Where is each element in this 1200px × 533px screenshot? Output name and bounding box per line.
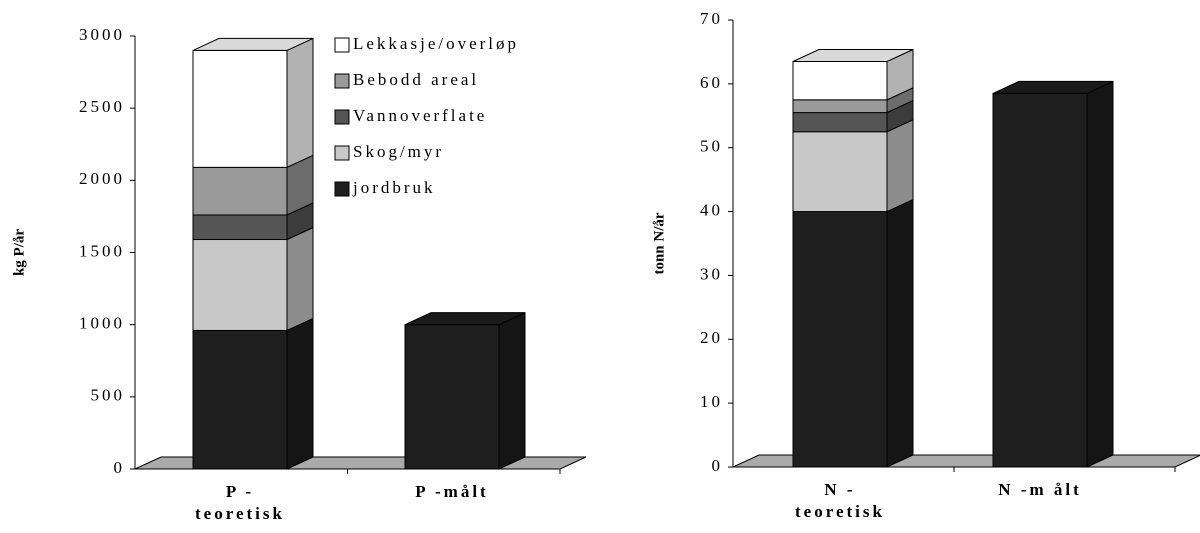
y-tick-label: 50 [700, 137, 723, 156]
bar-segment [192, 166, 288, 216]
y-tick-label: 40 [700, 200, 723, 219]
y-tick-label: 20 [700, 328, 723, 347]
y-tick-label: 70 [700, 9, 723, 28]
legend-swatch [334, 73, 350, 89]
bar-side [1086, 80, 1114, 468]
y-tick-label: 1500 [79, 241, 125, 260]
bar-segment [792, 131, 888, 213]
bar-segment [792, 61, 888, 101]
legend-label: Lekkasje/overløp [353, 34, 519, 53]
bar-segment [192, 214, 288, 241]
bar-top [192, 37, 314, 51]
y-tick-label: 3000 [79, 25, 125, 44]
legend-swatch [334, 181, 350, 197]
bar-segment [192, 49, 288, 168]
bar-side [886, 198, 914, 468]
bar-segment [192, 329, 288, 470]
bar-side [286, 37, 314, 169]
bar-segment [404, 324, 500, 470]
bar-segment [192, 239, 288, 331]
y-tick-label: 1000 [79, 314, 125, 333]
bar-side [286, 226, 314, 332]
bar-side [286, 317, 314, 470]
x-tick-label: P -målt [415, 482, 488, 501]
bar-segment [792, 112, 888, 133]
legend-label: Skog/myr [353, 142, 444, 161]
bar-side [498, 311, 526, 470]
legend-swatch [334, 145, 350, 161]
y-tick-label: 0 [114, 458, 126, 477]
y-axis-label: tonn N/år [651, 212, 667, 274]
bar-top [404, 312, 526, 326]
y-tick-label: 500 [91, 386, 126, 405]
legend-label: jordbruk [352, 178, 436, 197]
x-tick-label: N - [824, 480, 855, 499]
y-tick-label: 0 [712, 456, 724, 475]
x-tick-label: teoretisk [795, 502, 885, 521]
bar-side [886, 118, 914, 213]
y-tick-label: 30 [700, 264, 723, 283]
x-tick-label: N -m ålt [998, 480, 1081, 499]
y-tick-label: 2500 [79, 97, 125, 116]
bar-top [992, 80, 1114, 94]
bar-segment [992, 92, 1088, 468]
bar-segment [792, 99, 888, 114]
legend-swatch [334, 109, 350, 125]
y-tick-label: 2000 [79, 169, 125, 188]
bar-segment [792, 211, 888, 468]
legend-label: Bebodd areal [353, 70, 479, 89]
x-tick-label: teoretisk [195, 504, 285, 523]
legend-swatch [334, 37, 350, 53]
legend-label: Vannoverflate [353, 106, 487, 125]
y-tick-label: 10 [700, 392, 723, 411]
y-tick-label: 60 [700, 73, 723, 92]
y-axis-label: kg P/år [11, 229, 27, 276]
bar-top [792, 49, 914, 63]
x-tick-label: P - [226, 482, 254, 501]
